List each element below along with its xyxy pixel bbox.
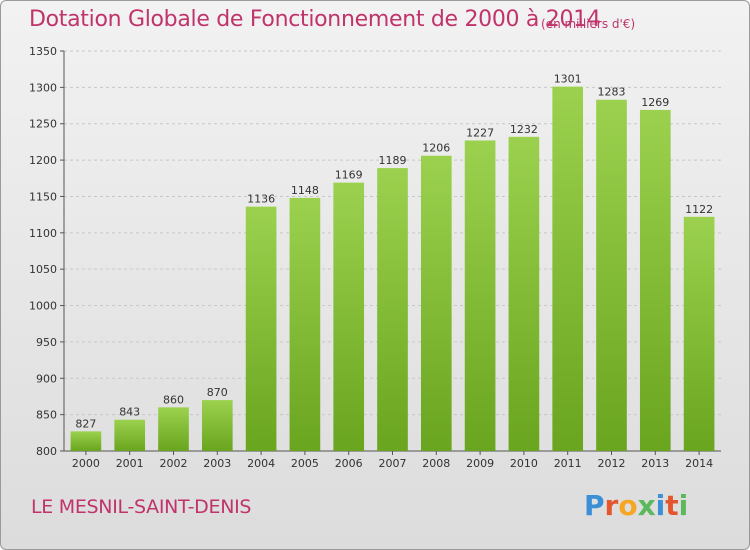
bar-2011 (552, 86, 584, 452)
value-label-2010: 1232 (510, 123, 538, 136)
value-label-2003: 870 (207, 386, 228, 399)
brand-letter: x (637, 489, 656, 522)
brand-letter: i (678, 489, 689, 522)
value-label-2009: 1227 (466, 126, 494, 139)
x-tick-label-2004: 2004 (247, 457, 275, 470)
value-label-2013: 1269 (641, 96, 669, 109)
value-label-2001: 843 (119, 406, 140, 419)
y-tick-label: 1300 (29, 81, 57, 94)
x-tick-label-2008: 2008 (422, 457, 450, 470)
bar-2008 (420, 155, 452, 451)
y-tick-label: 1350 (29, 45, 57, 58)
y-tick-label: 950 (36, 336, 57, 349)
x-tick-label-2001: 2001 (116, 457, 144, 470)
x-tick-label-2010: 2010 (510, 457, 538, 470)
bar-2010 (508, 136, 540, 451)
y-tick-label: 1200 (29, 154, 57, 167)
value-label-2005: 1148 (291, 184, 319, 197)
y-tick-label: 800 (36, 445, 57, 458)
bar-2007 (377, 168, 408, 451)
y-tick-label: 900 (36, 372, 57, 385)
y-tick-label: 850 (36, 409, 57, 422)
y-tick-label: 1100 (29, 227, 57, 240)
chart-subtitle: (en milliers d'€) (541, 17, 636, 31)
x-tick-label-2011: 2011 (554, 457, 582, 470)
brand-letter: i (655, 489, 666, 522)
x-tick-label-2003: 2003 (203, 457, 231, 470)
value-label-2012: 1283 (598, 86, 626, 99)
bar-2002 (158, 407, 189, 451)
x-tick-label-2012: 2012 (598, 457, 626, 470)
bars (70, 86, 715, 452)
x-tick-label-2014: 2014 (685, 457, 713, 470)
chart-title: Dotation Globale de Fonctionnement de 20… (29, 7, 601, 32)
value-label-2014: 1122 (685, 203, 713, 216)
y-tick-label: 1250 (29, 118, 57, 131)
value-label-2002: 860 (163, 393, 184, 406)
brand-letter: r (604, 489, 619, 522)
x-tick-label-2009: 2009 (466, 457, 494, 470)
value-label-2008: 1206 (422, 142, 450, 155)
bar-2009 (464, 140, 496, 452)
x-tick-label-2005: 2005 (291, 457, 319, 470)
bar-2001 (114, 419, 146, 451)
x-tick-label-2007: 2007 (379, 457, 407, 470)
bar-2003 (201, 400, 233, 451)
value-label-2000: 827 (75, 417, 96, 430)
bar-2013 (639, 109, 671, 451)
value-label-2006: 1169 (335, 169, 363, 182)
x-tick-label-2013: 2013 (641, 457, 669, 470)
y-tick-label: 1000 (29, 300, 57, 313)
bar-2004 (245, 206, 277, 451)
value-label-2007: 1189 (379, 154, 407, 167)
data-labels: 827 843 860 870 1136 1148 1169 1189 1206 1227 1232… (75, 73, 713, 431)
brand-logo: Proxiti (584, 489, 688, 522)
bar-2000 (70, 431, 102, 451)
bar-2005 (289, 197, 321, 451)
axes: 800 850 900 950 1000 1050 1100 1150 1200 1250 1300… (29, 45, 721, 470)
commune-name: LE MESNIL-SAINT-DENIS (31, 496, 252, 518)
x-tick-label-2000: 2000 (72, 457, 100, 470)
y-tick-label: 1050 (29, 263, 57, 276)
x-tick-label-2002: 2002 (160, 457, 188, 470)
bar-2006 (333, 182, 365, 452)
brand-letter: o (618, 489, 638, 522)
brand-letter: P (584, 489, 605, 522)
bar-2014 (683, 216, 715, 451)
brand-letter: t (665, 489, 679, 522)
value-label-2011: 1301 (554, 73, 582, 86)
x-tick-label-2006: 2006 (335, 457, 363, 470)
bar-2012 (596, 99, 627, 452)
value-label-2004: 1136 (247, 193, 275, 206)
y-tick-label: 1150 (29, 190, 57, 203)
